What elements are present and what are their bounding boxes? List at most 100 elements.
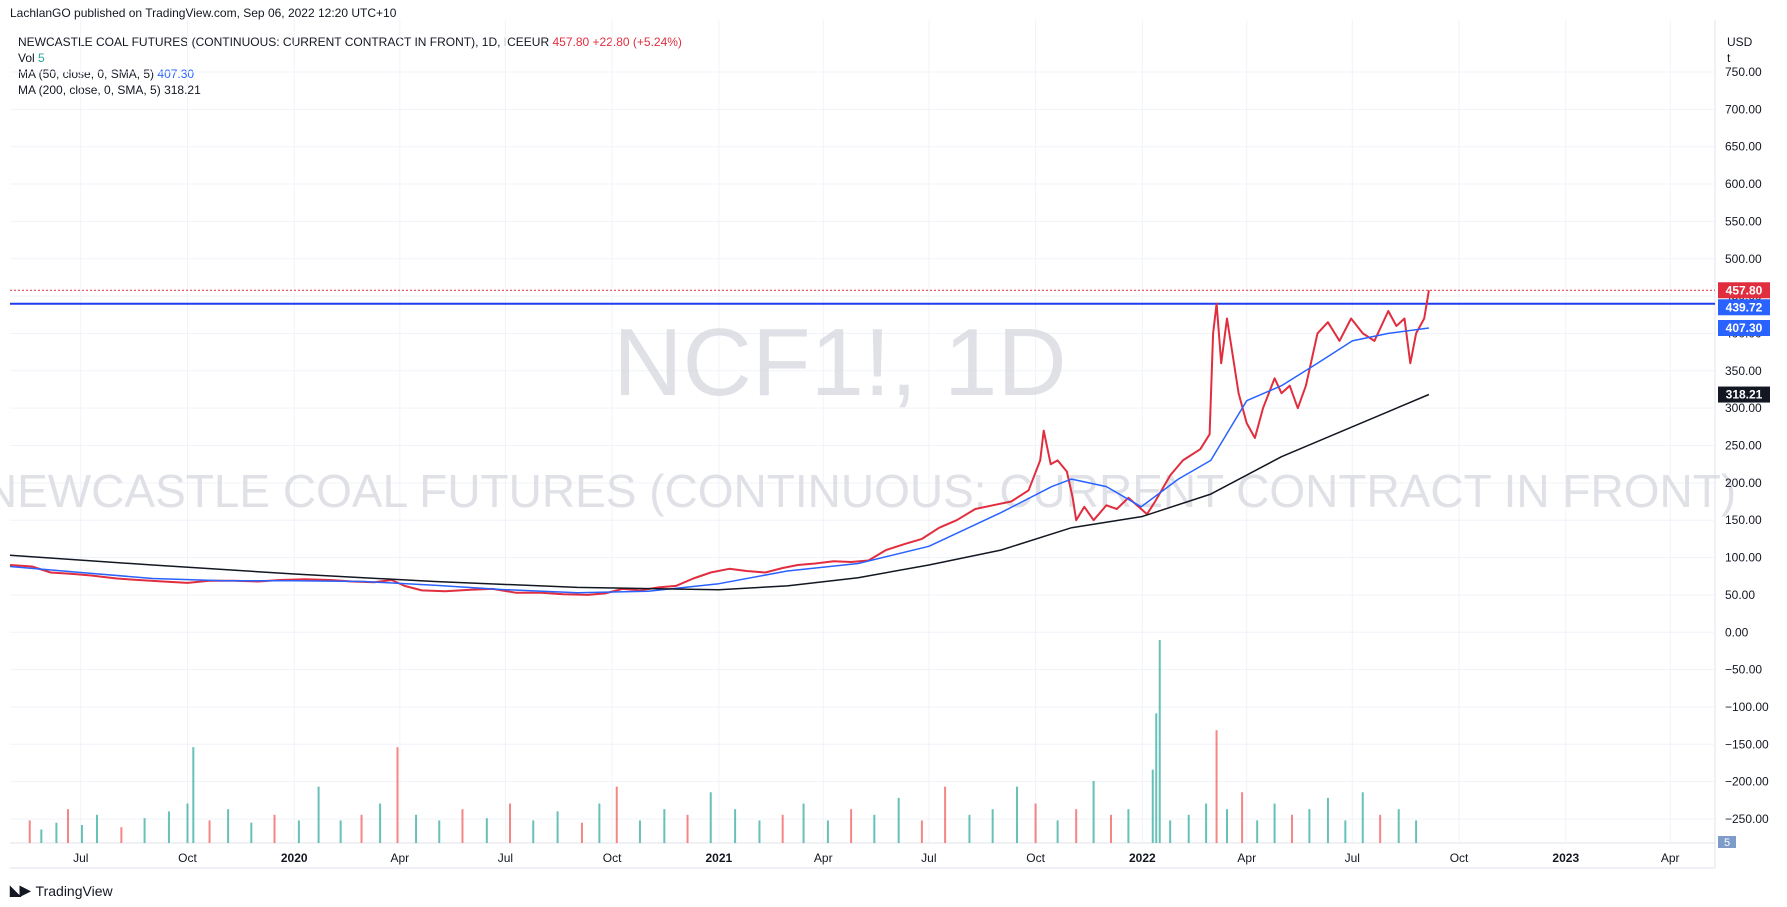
volume-bar	[297, 820, 300, 843]
volume-bar	[80, 824, 83, 843]
price-label-text: 457.80	[1726, 283, 1763, 297]
volume-bar	[1169, 820, 1172, 843]
volume-bar	[1397, 809, 1400, 843]
ma50-line	[9, 327, 1429, 594]
volume-bar	[734, 809, 737, 843]
volume-bar	[1308, 809, 1311, 843]
volume-bar	[1109, 814, 1112, 843]
axis-unit-t: t	[1727, 51, 1731, 65]
x-tick-label: Apr	[814, 851, 833, 865]
price-label-box	[1718, 319, 1770, 336]
x-tick-label: 2020	[281, 851, 308, 865]
price-label-box	[1718, 282, 1770, 299]
legend-change: +22.80 (+5.24%)	[592, 35, 682, 49]
legend-last-price: 457.80	[552, 35, 590, 49]
y-tick-label: 500.00	[1725, 252, 1762, 266]
y-tick-label: −50.00	[1725, 663, 1762, 677]
x-tick-label: Jul	[921, 851, 936, 865]
volume-bar	[638, 820, 641, 843]
volume-bar	[709, 792, 712, 843]
y-tick-label: −150.00	[1725, 737, 1769, 751]
legend-vol-label[interactable]: Vol	[18, 51, 35, 65]
y-tick-label: 350.00	[1725, 364, 1762, 378]
volume-bar	[186, 803, 189, 843]
volume-label-box	[1718, 836, 1736, 848]
volume-bar	[143, 818, 146, 843]
legend-ma200-row: MA (200, close, 0, SMA, 5) 318.21	[18, 82, 682, 98]
volume-bars	[28, 640, 1418, 843]
volume-bar	[317, 786, 320, 843]
volume-label-text: 5	[1724, 837, 1730, 849]
x-tick-label: Oct	[178, 851, 197, 865]
volume-bar	[273, 814, 276, 843]
volume-bar	[1256, 820, 1259, 843]
x-tick-label: Oct	[1026, 851, 1045, 865]
volume-bar	[1034, 803, 1037, 843]
volume-bar	[40, 829, 43, 843]
x-tick-label: Apr	[390, 851, 409, 865]
volume-bar	[1127, 809, 1130, 843]
y-axis[interactable]: 750.00700.00650.00600.00550.00500.00450.…	[1725, 65, 1769, 826]
y-tick-label: 100.00	[1725, 551, 1762, 565]
volume-bar	[556, 811, 559, 843]
volume-bar	[781, 814, 784, 843]
x-tick-label: Jul	[498, 851, 513, 865]
price-label-box	[1718, 386, 1770, 403]
legend-vol-value: 5	[38, 51, 45, 65]
volume-bar	[968, 814, 971, 843]
legend-symbol[interactable]: NEWCASTLE COAL FUTURES (CONTINUOUS: CURR…	[18, 35, 550, 49]
axis-unit: USD t	[1727, 34, 1752, 66]
volume-bar	[1415, 820, 1418, 843]
y-tick-label: −100.00	[1725, 700, 1769, 714]
tradingview-logo-icon[interactable]: ◣▶	[10, 882, 31, 898]
legend-ma50-value: 407.30	[157, 67, 195, 81]
publish-header: LachlanGO published on TradingView.com, …	[10, 6, 397, 20]
legend-ma50-row: MA (50, close, 0, SMA, 5) 407.30	[18, 66, 682, 82]
footer: ◣▶ TradingView	[10, 882, 113, 899]
volume-bar	[1151, 769, 1154, 843]
x-tick-label: 2021	[706, 851, 733, 865]
volume-bar	[598, 803, 601, 843]
volume-bar	[208, 820, 211, 843]
legend: NEWCASTLE COAL FUTURES (CONTINUOUS: CURR…	[18, 34, 682, 98]
y-tick-label: 650.00	[1725, 140, 1762, 154]
legend-ma50-label[interactable]: MA (50, close, 0, SMA, 5)	[18, 67, 155, 81]
y-tick-label: 200.00	[1725, 476, 1762, 490]
volume-bar	[1290, 814, 1293, 843]
axis-currency: USD	[1727, 35, 1753, 49]
grid	[10, 20, 1716, 869]
x-tick-label: Oct	[603, 851, 622, 865]
volume-bar	[897, 797, 900, 843]
volume-bar	[55, 822, 58, 843]
volume-bar	[1361, 792, 1364, 843]
volume-bar	[28, 820, 31, 843]
price-label-box	[1718, 299, 1770, 316]
footer-brand[interactable]: TradingView	[35, 882, 113, 899]
volume-bar	[415, 814, 418, 843]
legend-ma200-label[interactable]: MA (200, close, 0, SMA, 5)	[18, 83, 161, 97]
y-tick-label: −250.00	[1725, 812, 1769, 826]
volume-bar	[826, 820, 829, 843]
x-axis[interactable]: Jul Oct 2020 Apr Jul Oct 2021 Apr Jul Oct 2022 Apr J…	[73, 851, 1679, 865]
volume-bar	[991, 809, 994, 843]
volume-bar	[1155, 713, 1158, 843]
volume-bar	[461, 809, 464, 843]
volume-bar	[67, 809, 70, 843]
volume-bar	[1344, 820, 1347, 843]
watermark-ticker: NCF1!, 1D	[613, 309, 1066, 416]
volume-bar	[250, 822, 253, 843]
volume-bar	[396, 747, 399, 843]
volume-bar	[485, 818, 488, 843]
volume-bar	[1092, 780, 1095, 843]
volume-bar	[379, 803, 382, 843]
watermark-name: NEWCASTLE COAL FUTURES (CONTINUOUS: CURR…	[0, 465, 1736, 517]
y-tick-label: −200.00	[1725, 775, 1769, 789]
y-tick-label: 700.00	[1725, 102, 1762, 116]
volume-bar	[167, 811, 170, 843]
volume-bar	[192, 747, 195, 843]
x-tick-label: Oct	[1450, 851, 1469, 865]
x-tick-label: Apr	[1661, 851, 1680, 865]
price-label-text: 318.21	[1726, 388, 1763, 402]
volume-bar	[339, 820, 342, 843]
